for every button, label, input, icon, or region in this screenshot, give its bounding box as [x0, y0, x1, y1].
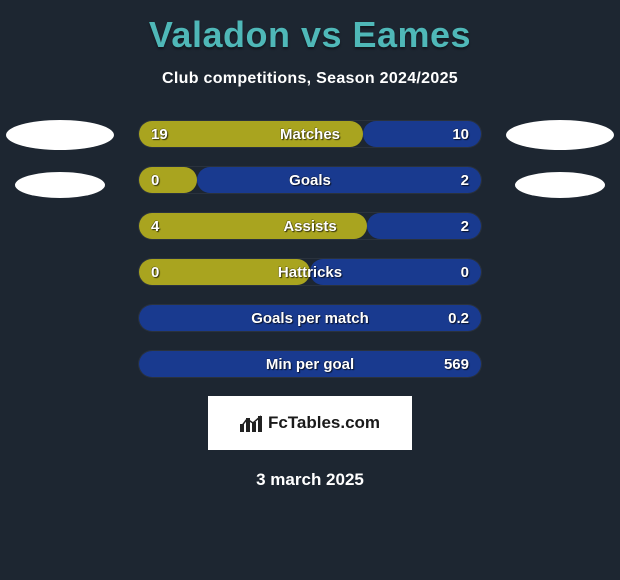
stat-label: Min per goal	[266, 351, 354, 379]
stat-bars: 19 10 Matches 0 2 Goals 4 2 Assists 0 0 Hattricks 0.…	[138, 120, 482, 378]
stat-row: 4 2 Assists	[138, 212, 482, 240]
club-badge-placeholder	[6, 120, 114, 150]
stat-label: Matches	[280, 121, 340, 149]
stat-left-value: 0	[151, 259, 159, 287]
stat-left-value: 0	[151, 167, 159, 195]
stat-right-value: 569	[444, 351, 469, 379]
stat-right-value: 2	[461, 167, 469, 195]
stat-row: 19 10 Matches	[138, 120, 482, 148]
fctables-logo[interactable]: FcTables.com	[208, 396, 412, 450]
right-player-badges	[500, 120, 620, 198]
logo-text: FcTables.com	[268, 413, 380, 433]
stat-right-value: 0	[461, 259, 469, 287]
stat-label: Goals per match	[251, 305, 369, 333]
stat-right-value: 2	[461, 213, 469, 241]
stat-left-value: 4	[151, 213, 159, 241]
stat-row: 0 2 Goals	[138, 166, 482, 194]
stat-right-value: 0.2	[448, 305, 469, 333]
stat-label: Assists	[283, 213, 336, 241]
stat-row: 0.2 Goals per match	[138, 304, 482, 332]
page-title: Valadon vs Eames	[0, 0, 620, 56]
date-text: 3 march 2025	[0, 470, 620, 490]
comparison-chart: 19 10 Matches 0 2 Goals 4 2 Assists 0 0 Hattricks 0.…	[0, 120, 620, 378]
stat-right-value: 10	[452, 121, 469, 149]
subtitle: Club competitions, Season 2024/2025	[0, 70, 620, 88]
stat-label: Hattricks	[278, 259, 342, 287]
stat-row: 569 Min per goal	[138, 350, 482, 378]
stat-row: 0 0 Hattricks	[138, 258, 482, 286]
left-player-badges	[0, 120, 120, 198]
club-badge-placeholder	[15, 172, 105, 198]
club-badge-placeholder	[515, 172, 605, 198]
bar-chart-icon	[240, 414, 262, 432]
club-badge-placeholder	[506, 120, 614, 150]
right-bar-fill	[197, 167, 481, 193]
stat-label: Goals	[289, 167, 331, 195]
left-bar-fill	[139, 167, 197, 193]
stat-left-value: 19	[151, 121, 168, 149]
